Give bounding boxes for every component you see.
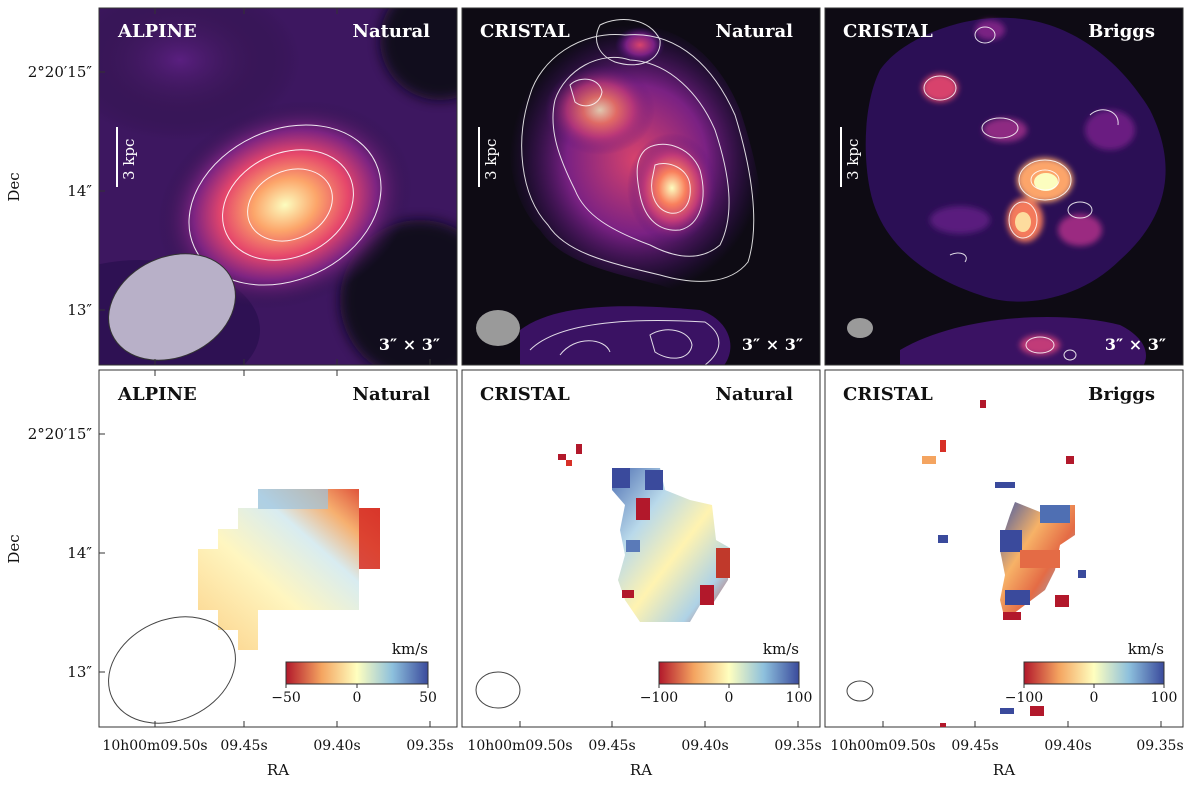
colorbar-alpine (285, 661, 429, 688)
beam-ellipse (475, 671, 521, 709)
colorbar-tick: −50 (271, 690, 301, 706)
colorbar-unit: km/s (1128, 640, 1164, 658)
velocity-map-cristal-briggs (922, 400, 1086, 727)
scale-bar-label: 3 kpc (482, 139, 500, 180)
y-tick-label: 13″ (67, 301, 92, 319)
colorbar-tick: 0 (725, 690, 734, 706)
panel-size-label: 3″ × 3″ (379, 335, 440, 354)
y-axis-label: Dec (5, 172, 23, 201)
x-tick-label: 10h00m09.50s (830, 738, 935, 754)
panel-survey-label: CRISTAL (480, 384, 570, 405)
panel-weighting-label: Briggs (1088, 21, 1155, 42)
velocity-map-cristal-natural (558, 444, 730, 622)
panel-survey-label: CRISTAL (480, 21, 570, 42)
x-tick-label: 09.40s (313, 738, 360, 754)
colorbar-tick: 50 (419, 690, 437, 706)
panel-top-alpine (99, 8, 457, 365)
x-tick-label: 09.35s (406, 738, 453, 754)
x-axis-label: RA (993, 761, 1015, 779)
panel-weighting-label: Natural (715, 21, 793, 42)
panel-weighting-label: Natural (715, 384, 793, 405)
colorbar-tick: 0 (353, 690, 362, 706)
x-tick-label: 09.40s (681, 738, 728, 754)
colorbar-tick: 100 (786, 690, 813, 706)
panel-top-cristal-briggs (825, 8, 1183, 365)
scale-bar-label: 3 kpc (120, 139, 138, 180)
x-tick-label: 09.45s (588, 738, 635, 754)
beam-ellipse (846, 680, 874, 702)
beam-ellipse (108, 616, 236, 724)
x-tick-label: 09.35s (1136, 738, 1183, 754)
y-tick-label: 13″ (67, 663, 92, 681)
colorbar-tick: −100 (640, 690, 678, 706)
colorbar-tick: 100 (1151, 690, 1178, 706)
x-tick-label: 10h00m09.50s (467, 738, 572, 754)
colorbar-unit: km/s (763, 640, 799, 658)
y-tick-label: 2°20′15″ (28, 425, 93, 443)
colorbar-cristal-natural (658, 661, 800, 688)
velocity-map-alpine (198, 489, 380, 650)
panel-size-label: 3″ × 3″ (1105, 335, 1166, 354)
x-axis-label: RA (630, 761, 652, 779)
panel-size-label: 3″ × 3″ (742, 335, 803, 354)
panel-top-cristal-natural (462, 8, 820, 365)
colorbar-tick: 0 (1090, 690, 1099, 706)
colorbar-cristal-briggs (1023, 661, 1165, 688)
y-tick-label: 2°20′15″ (28, 63, 93, 81)
x-tick-label: 09.35s (774, 738, 821, 754)
panel-survey-label: CRISTAL (843, 21, 933, 42)
x-tick-label: 09.40s (1044, 738, 1091, 754)
panel-survey-label: ALPINE (117, 384, 197, 405)
y-tick-label: 14″ (67, 544, 92, 562)
x-tick-label: 09.45s (951, 738, 998, 754)
beam-ellipse (108, 253, 236, 361)
y-axis-label: Dec (5, 534, 23, 563)
panel-survey-label: CRISTAL (843, 384, 933, 405)
panel-weighting-label: Natural (352, 21, 430, 42)
x-tick-label: 09.45s (220, 738, 267, 754)
beam-ellipse (847, 318, 873, 338)
scale-bar-label: 3 kpc (844, 139, 862, 180)
tick-marks (99, 8, 1162, 727)
colorbar-tick: −100 (1005, 690, 1043, 706)
x-tick-label: 10h00m09.50s (102, 738, 207, 754)
panel-weighting-label: Natural (352, 384, 430, 405)
panel-survey-label: ALPINE (117, 21, 197, 42)
y-tick-label: 14″ (67, 182, 92, 200)
x-axis-label: RA (267, 761, 289, 779)
colorbar-unit: km/s (392, 640, 428, 658)
panel-weighting-label: Briggs (1088, 384, 1155, 405)
beam-ellipse (476, 310, 520, 346)
